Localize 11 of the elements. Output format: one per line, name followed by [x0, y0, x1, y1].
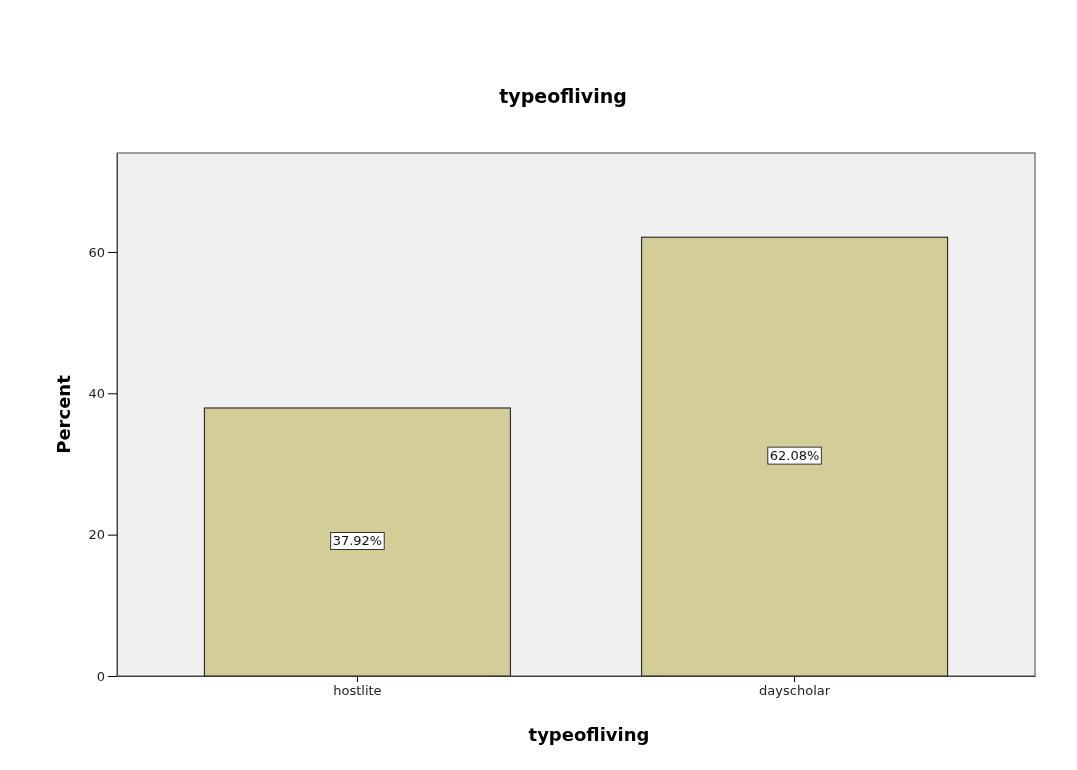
x-axis-title: typeofliving [528, 724, 650, 745]
y-tick-label: 40 [88, 385, 105, 401]
y-tick-label: 0 [96, 668, 105, 684]
y-tick-label: 20 [88, 527, 105, 543]
chart-title: typeofliving [499, 85, 627, 107]
data-label: 62.08% [769, 448, 820, 464]
x-tick-label: dayscholar [759, 683, 831, 699]
x-tick-label: hostlite [333, 683, 382, 699]
y-tick-label: 60 [88, 244, 105, 260]
data-label: 37.92% [332, 533, 383, 549]
y-axis-title: Percent [53, 374, 74, 454]
